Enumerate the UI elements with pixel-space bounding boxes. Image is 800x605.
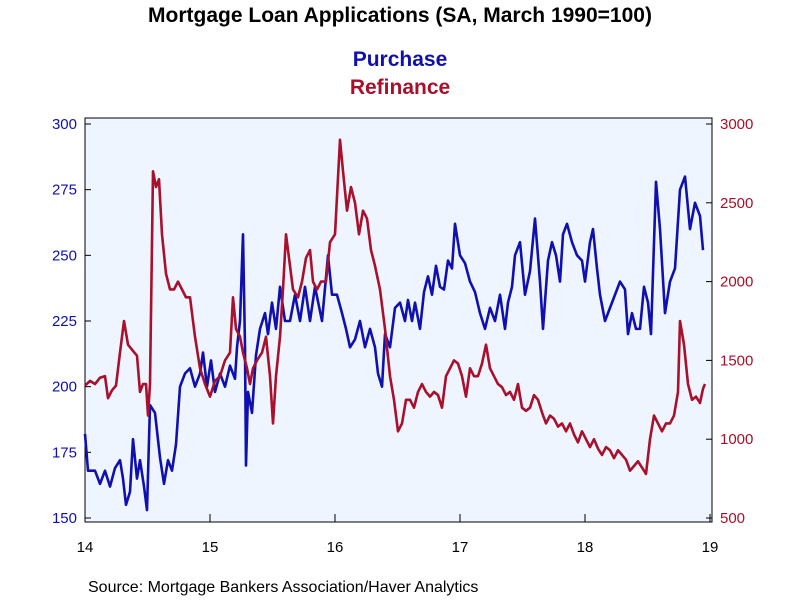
y-tick-label: 175 xyxy=(52,444,77,461)
y-tick-label: 275 xyxy=(52,182,77,199)
x-tick-label: 17 xyxy=(452,539,469,556)
x-tick-label: 18 xyxy=(577,539,594,556)
x-tick-label: 15 xyxy=(202,539,219,556)
y2-tick-label: 1500 xyxy=(720,352,753,369)
series-line xyxy=(84,138,707,476)
y-tick-label: 200 xyxy=(52,379,77,396)
y2-tick-label: 2500 xyxy=(720,195,753,212)
series-line xyxy=(83,175,705,512)
y-tick-label: 150 xyxy=(52,510,77,527)
legend-entry: Purchase xyxy=(353,48,448,71)
plot-area xyxy=(84,117,713,523)
x-tick-label: 14 xyxy=(77,539,94,556)
y-tick-label: 225 xyxy=(52,313,77,330)
y-tick-label: 300 xyxy=(52,116,77,133)
source-note: Source: Mortgage Bankers Association/Hav… xyxy=(88,579,478,596)
y2-tick-label: 2000 xyxy=(720,274,753,291)
x-tick-label: 16 xyxy=(327,539,344,556)
chart-title: Mortgage Loan Applications (SA, March 19… xyxy=(148,4,652,27)
y2-tick-label: 500 xyxy=(720,510,745,527)
y2-tick-label: 1000 xyxy=(720,431,753,448)
x-tick-label: 19 xyxy=(702,539,719,556)
plot: 150 175 200 225 250 275 300 500 1000 1500 2000 2500… xyxy=(52,116,753,556)
legend-entry: Refinance xyxy=(350,76,450,99)
y-tick-label: 250 xyxy=(52,247,77,264)
y2-tick-label: 3000 xyxy=(720,116,753,133)
